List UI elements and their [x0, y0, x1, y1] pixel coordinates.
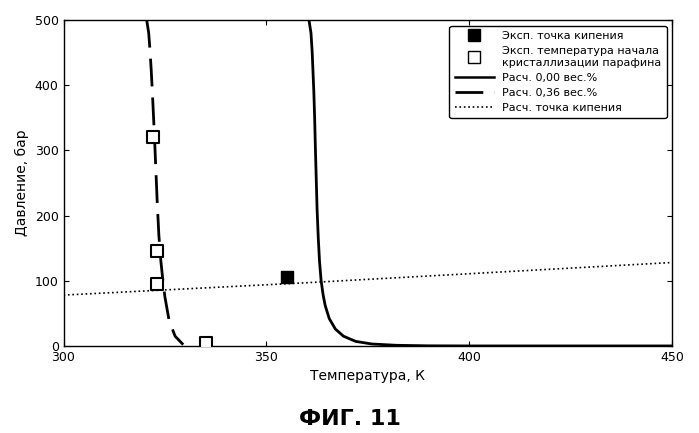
Point	[151, 248, 162, 255]
Y-axis label: Давление, бар: Давление, бар	[15, 129, 29, 236]
Point	[200, 339, 211, 346]
Text: ФИГ. 11: ФИГ. 11	[298, 409, 401, 429]
Point	[281, 274, 292, 281]
X-axis label: Температура, К: Температура, К	[310, 369, 425, 383]
Legend: Эксп. точка кипения, Эксп. температура начала
кристаллизации парафина, Расч. 0,0: Эксп. точка кипения, Эксп. температура н…	[449, 26, 667, 118]
Point	[147, 134, 159, 141]
Point	[151, 281, 162, 288]
